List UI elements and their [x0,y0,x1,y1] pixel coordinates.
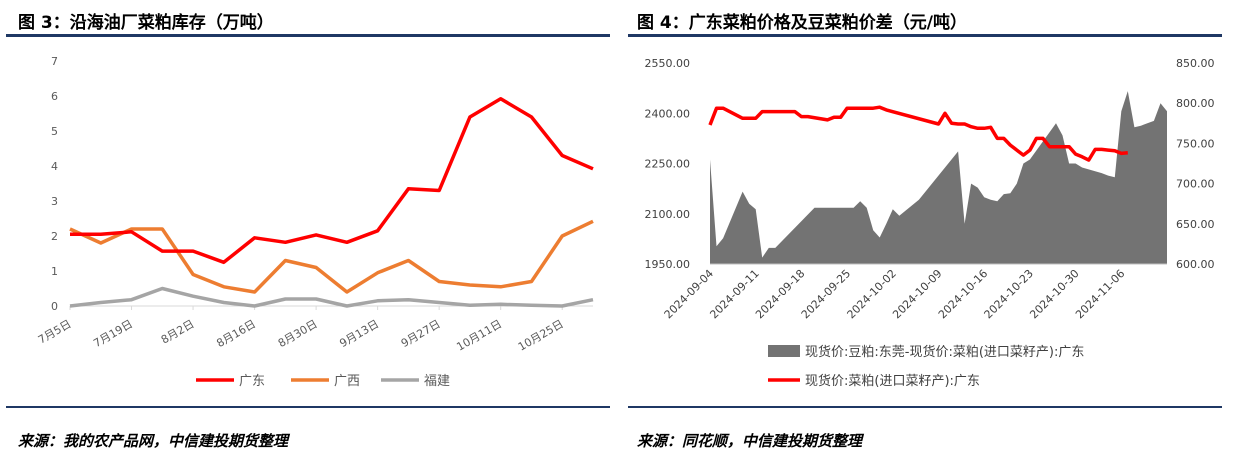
right-source-note: 来源：同花顺，中信建投期货整理 [637,432,863,450]
y-right-tick-label: 800.00 [1176,97,1215,110]
legend-label: 广东 [239,374,265,389]
y-tick-label: 7 [51,55,58,68]
left-chart: 0 1 2 3 4 5 6 7 7月5日 7月19日 8月2日 8月16日 8月30日 9月13日 9月27… [36,55,594,389]
y-left-tick-label: 2400.00 [645,107,691,120]
y-right-tick-label: 650.00 [1176,218,1215,231]
x-tick-label: 10月11日 [454,317,504,353]
x-tick-label: 8月2日 [159,317,197,346]
y-left-tick-label: 2100.00 [645,208,691,221]
legend-label: 现货价:菜粕(进口菜籽产):广东 [805,373,980,389]
left-title-rule [6,34,610,37]
legend-label: 福建 [424,374,450,389]
rapeseed-meal-price-line [708,105,1128,162]
right-title-rule [628,34,1222,37]
x-tick-label: 8月30日 [276,317,320,350]
y-left-tick-label: 1950.00 [645,258,691,271]
spread-area [710,91,1167,264]
x-tick-label: 7月5日 [36,317,74,346]
series-line-广东 [70,97,594,265]
x-tick-label: 7月19日 [91,317,135,350]
x-tick-label: 9月27日 [399,317,443,350]
y-tick-label: 4 [51,160,58,173]
series-line-福建 [69,286,594,308]
y-tick-label: 2 [51,230,58,243]
legend-swatch-area [768,345,800,357]
right-bottom-rule [628,406,1222,408]
legend-label: 广西 [334,374,360,389]
y-tick-label: 5 [51,125,58,138]
y-tick-label: 0 [51,300,58,313]
x-tick-label: 2024-11-06 [1073,267,1127,321]
y-tick-label: 6 [51,90,58,103]
x-tick-label: 9月13日 [337,317,381,350]
left-bottom-rule [6,406,610,408]
left-source-note: 来源：我的农产品网，中信建投期货整理 [18,432,289,450]
x-tick-label: 10月25日 [516,317,566,353]
y-tick-label: 1 [51,265,58,278]
y-left-tick-label: 2250.00 [645,158,691,171]
legend-label: 现货价:豆粕:东莞-现货价:菜粕(进口菜籽产):广东 [805,344,1084,360]
left-figure-title: 图 3：沿海油厂菜粕库存（万吨） [18,13,274,33]
y-right-tick-label: 600.00 [1176,258,1215,271]
y-left-tick-label: 2550.00 [645,57,691,70]
y-tick-label: 3 [51,195,58,208]
x-tick-label: 8月16日 [214,317,258,350]
right-figure-title: 图 4：广东菜粕价格及豆菜粕价差（元/吨） [637,13,967,33]
series-line-广西 [69,219,594,294]
y-right-tick-label: 700.00 [1176,178,1215,191]
right-chart: 1950.00 2100.00 2250.00 2400.00 2550.00 600.0… [645,57,1215,389]
y-right-tick-label: 850.00 [1176,57,1215,70]
y-right-tick-label: 750.00 [1176,137,1215,150]
